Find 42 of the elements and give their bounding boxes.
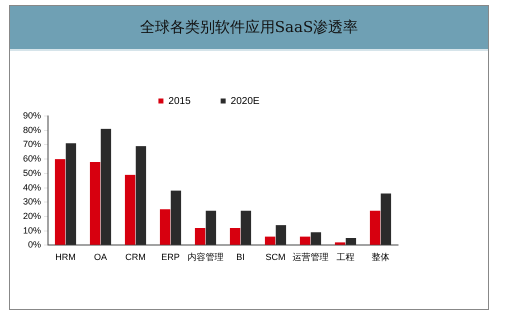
bar: [194, 228, 206, 245]
y-tick-label: 0%: [28, 240, 42, 250]
x-tick-label: ERP: [161, 252, 180, 262]
x-tick-label: SCM: [266, 252, 286, 262]
x-tick-label: 运营管理: [292, 252, 329, 262]
bar: [310, 232, 322, 245]
bar: [206, 210, 216, 245]
legend-label: 2015: [168, 96, 192, 107]
bar: [276, 225, 286, 245]
bar: [240, 210, 252, 245]
bar: [54, 159, 66, 245]
legend-label: 2020E: [230, 96, 260, 107]
y-tick-label: 10%: [23, 225, 42, 236]
x-tick-label: 整体: [372, 252, 390, 262]
y-tick-label: 30%: [23, 196, 42, 207]
y-tick-label: 60%: [23, 154, 42, 164]
x-tick-label: 工程: [336, 252, 354, 262]
bar: [230, 228, 240, 245]
bar: [370, 210, 380, 245]
bar: [300, 236, 310, 245]
bar: [160, 209, 170, 245]
bar: [170, 190, 182, 245]
x-tick-label: OA: [94, 252, 108, 262]
bar: [66, 143, 76, 245]
bar: [346, 238, 356, 245]
y-tick-label: 40%: [23, 182, 42, 192]
y-tick-label: 80%: [23, 124, 42, 135]
y-tick-label: 20%: [23, 210, 42, 221]
x-tick-label: CRM: [125, 252, 146, 262]
bar: [124, 174, 136, 245]
x-tick-label: BI: [236, 252, 245, 262]
bar: [380, 194, 392, 245]
y-tick-label: 50%: [23, 168, 42, 178]
x-tick-label: 内容管理: [188, 252, 224, 262]
y-tick-label: 70%: [23, 139, 42, 150]
y-tick-label: 90%: [23, 110, 42, 120]
bar: [136, 146, 146, 245]
bar: [264, 236, 276, 245]
bar: [100, 128, 112, 245]
chart-title: 全球各类别软件应用SaaS渗透率: [10, 6, 488, 51]
bar: [90, 162, 100, 245]
x-tick-label: HRM: [55, 252, 76, 262]
